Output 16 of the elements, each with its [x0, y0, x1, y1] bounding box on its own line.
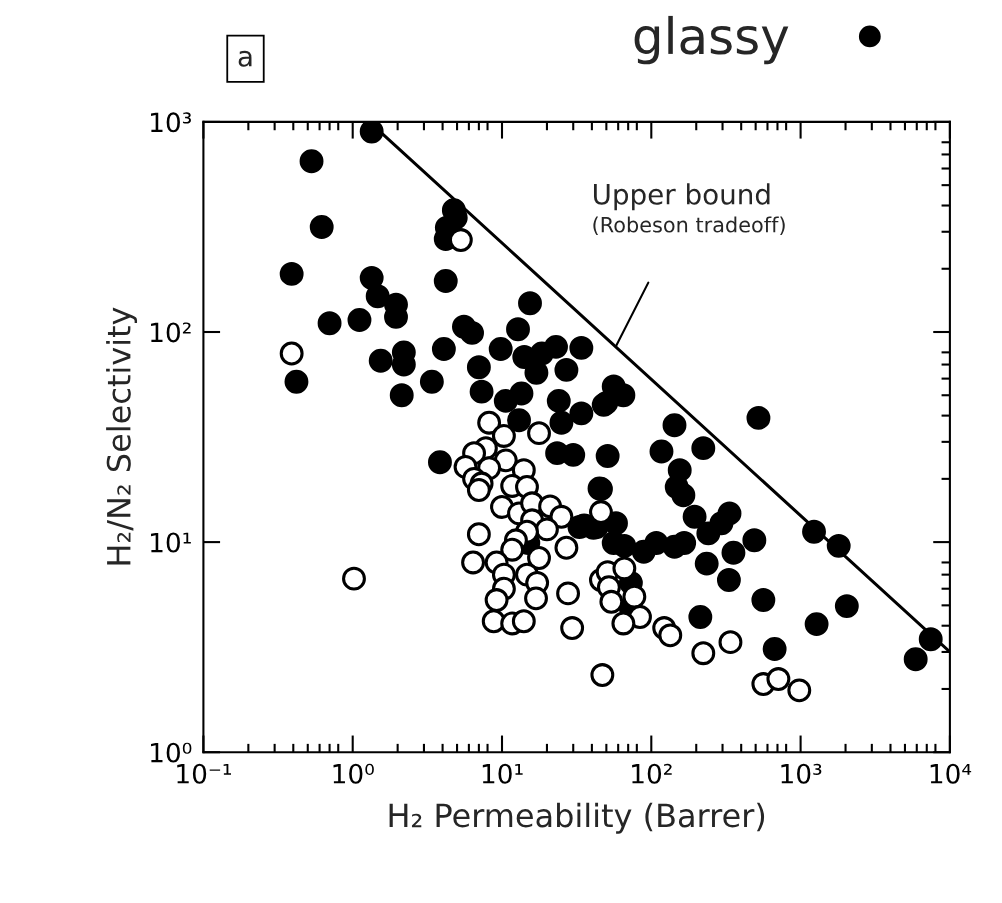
x-axis-title: H₂ Permeability (Barrer): [389, 802, 765, 834]
y-tick-label: 10²: [151, 322, 191, 343]
y-tick-label: 10⁰: [151, 742, 192, 763]
y-tick-label: 10³: [151, 112, 191, 133]
x-tick-label: 10⁻¹: [177, 763, 232, 784]
x-tick-label: 10²: [632, 763, 672, 784]
legend-label: glassy: [634, 15, 789, 65]
x-tick-label: 10³: [781, 763, 822, 784]
x-tick-label: 10⁴: [930, 763, 972, 784]
text: a: [238, 50, 252, 67]
annotation: Upper bound: [593, 183, 770, 211]
x-tick-label: 10¹: [482, 763, 523, 784]
y-tick-label: 10¹: [151, 532, 191, 553]
x-tick-label: 10⁰: [333, 763, 374, 784]
annotation: (Robeson tradeoff): [593, 216, 785, 236]
y-axis-title: H₂/N₂ Selectivity: [106, 307, 138, 565]
